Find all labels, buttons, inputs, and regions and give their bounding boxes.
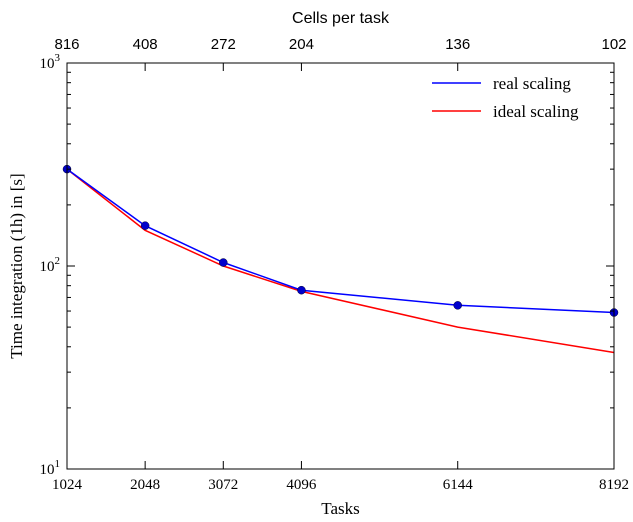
y-tick-label: 102 (40, 255, 61, 275)
legend-label-real-scaling: real scaling (493, 74, 571, 93)
y-tick-label: 103 (40, 52, 61, 72)
y-tick-label: 101 (40, 458, 61, 478)
y-axis-title: Time integration (1h) in [s] (7, 173, 26, 358)
data-point-real-scaling (453, 301, 462, 310)
ticks-layer: 1024 2048 3072 4096 6144 8192 816 408 272 204 136 1… (40, 36, 630, 493)
x-tick-label: 4096 (286, 477, 317, 493)
top-tick-label: 102 (601, 36, 626, 53)
top-tick-label: 136 (445, 36, 470, 53)
legend: real scaling ideal scaling (432, 74, 579, 121)
legend-label-ideal-scaling: ideal scaling (493, 102, 579, 121)
top-tick-label: 816 (54, 36, 79, 53)
x-tick-label: 2048 (130, 477, 160, 493)
series-line-ideal-scaling (66, 168, 615, 354)
x-tick-label: 3072 (208, 477, 238, 493)
data-point-real-scaling (219, 258, 228, 267)
top-axis-title: Cells per task (292, 10, 390, 27)
top-tick-label: 204 (289, 36, 314, 53)
series-line-real-scaling (66, 168, 615, 314)
x-axis-title: Tasks (321, 499, 359, 518)
x-tick-label: 8192 (599, 477, 629, 493)
plot-frame (66, 62, 615, 470)
data-point-real-scaling (140, 221, 150, 230)
x-tick-label: 6144 (443, 477, 474, 493)
top-tick-label: 408 (133, 36, 158, 53)
data-point-real-scaling (297, 285, 306, 295)
top-tick-label: 272 (211, 36, 236, 53)
x-tick-label: 1024 (52, 477, 83, 493)
